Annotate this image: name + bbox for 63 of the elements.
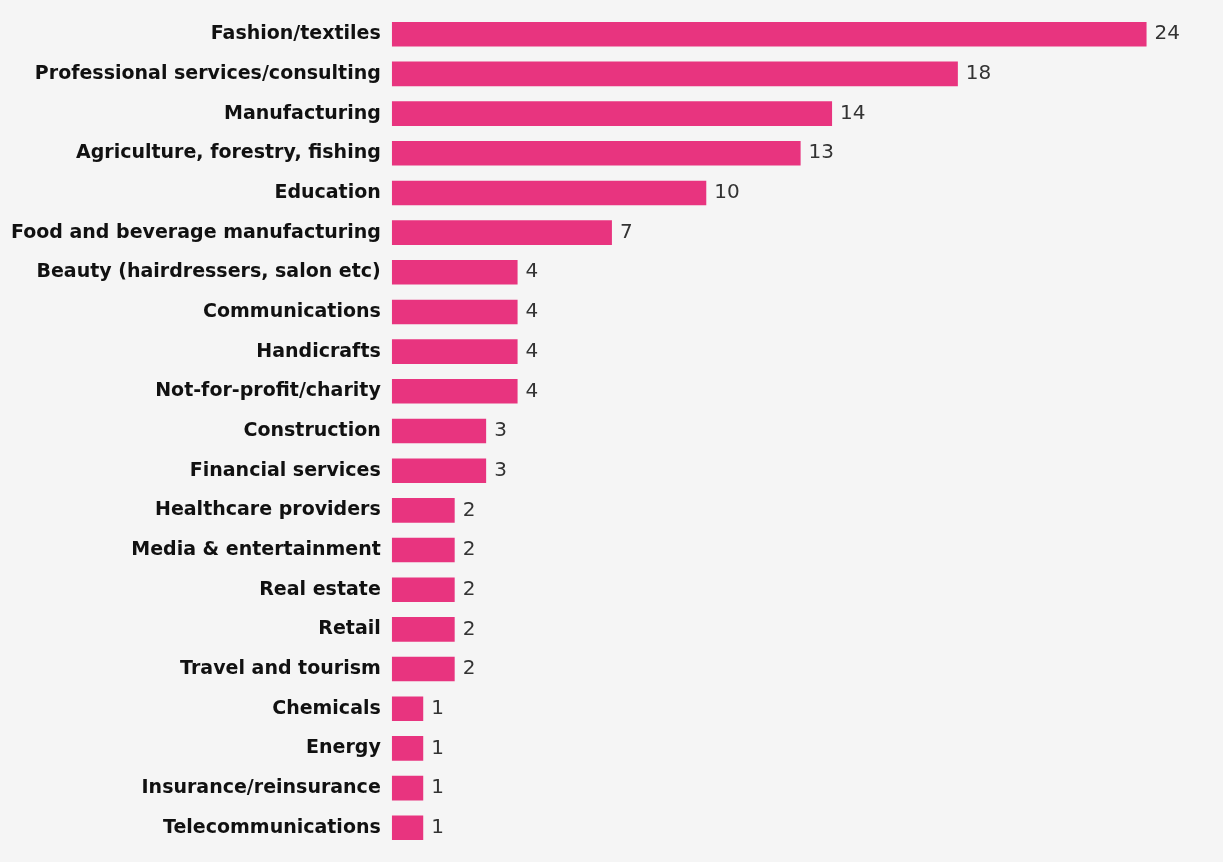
- bar: [391, 815, 424, 841]
- bar: [391, 140, 801, 166]
- bar: [391, 537, 455, 563]
- y-tick-label: Construction: [243, 417, 381, 440]
- bar: [391, 498, 455, 523]
- y-tick-label: Fashion/textiles: [210, 21, 381, 44]
- data-label: 2: [462, 615, 476, 640]
- data-label: 3: [494, 417, 507, 442]
- bar: [391, 180, 707, 206]
- data-label: 1: [431, 694, 444, 719]
- data-label: 4: [525, 377, 539, 402]
- data-label: 2: [462, 536, 476, 561]
- data-label: 4: [525, 298, 539, 323]
- data-label: 2: [462, 655, 476, 680]
- y-tick-label: Chemicals: [272, 695, 381, 718]
- data-label: 4: [525, 258, 539, 283]
- bar: [391, 220, 612, 245]
- y-tick-label: Manufacturing: [224, 100, 381, 123]
- bar: [391, 299, 518, 325]
- y-tick-label: Media & entertainment: [131, 536, 381, 559]
- data-label: 1: [431, 813, 444, 838]
- data-label: 1: [431, 774, 444, 799]
- data-label: 1: [431, 734, 444, 759]
- y-tick-label: Education: [274, 179, 381, 202]
- bar: [391, 418, 487, 444]
- data-label: 14: [840, 99, 866, 124]
- y-tick-label: Communications: [203, 298, 381, 321]
- bar: [391, 656, 455, 682]
- y-tick-label: Retail: [318, 616, 381, 639]
- y-tick-label: Travel and tourism: [180, 655, 381, 678]
- y-tick-label: Beauty (hairdressers, salon etc): [36, 259, 381, 282]
- data-label: 24: [1154, 20, 1180, 45]
- data-label: 3: [494, 456, 507, 481]
- data-label: 2: [462, 496, 476, 521]
- y-tick-label: Healthcare providers: [155, 497, 381, 520]
- data-label: 7: [619, 218, 633, 243]
- y-tick-label: Energy: [306, 735, 382, 758]
- y-tick-label: Insurance/reinsurance: [141, 775, 381, 798]
- bar: [391, 696, 424, 722]
- bar: [391, 736, 424, 761]
- bar: [391, 775, 424, 801]
- y-tick-label: Financial services: [189, 457, 381, 480]
- y-tick-label: Professional services/consulting: [34, 60, 381, 83]
- y-tick-label: Handicrafts: [256, 338, 381, 361]
- y-tick-label: Not-for-profit/charity: [155, 378, 382, 401]
- bar: [391, 458, 487, 483]
- bar: [391, 617, 455, 642]
- bar: [391, 260, 518, 285]
- y-tick-label: Telecommunications: [163, 814, 381, 837]
- y-tick-label: Real estate: [259, 576, 381, 599]
- bar: [391, 101, 833, 126]
- data-label: 13: [808, 139, 835, 164]
- data-label: 4: [525, 337, 539, 362]
- data-label: 18: [965, 60, 992, 85]
- y-tick-label: Agriculture, forestry, fishing: [75, 140, 381, 163]
- data-label: 10: [714, 179, 740, 204]
- y-tick-label: Food and beverage manufacturing: [10, 219, 381, 242]
- bar: [391, 379, 518, 404]
- data-label: 2: [462, 575, 476, 600]
- bar: [391, 21, 1147, 47]
- bar: [391, 339, 518, 364]
- bar: [391, 577, 455, 602]
- bar: [391, 61, 958, 87]
